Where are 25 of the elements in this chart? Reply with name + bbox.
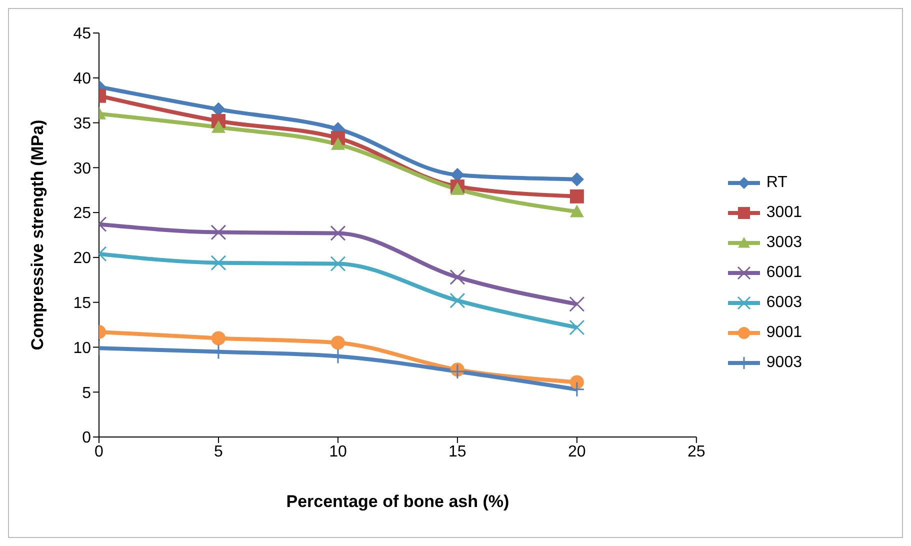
x-tick-label: 10 [329, 443, 347, 460]
x-tick-label: 15 [448, 443, 466, 460]
y-tick-label: 15 [73, 295, 92, 312]
legend-label: 6003 [766, 294, 802, 312]
legend-label: 6001 [766, 264, 802, 282]
legend-label: 9003 [766, 354, 802, 372]
y-tick-label: 10 [73, 340, 92, 357]
legend-label: RT [766, 174, 788, 192]
y-tick-label: 35 [73, 115, 92, 132]
x-tick-label: 20 [568, 443, 586, 460]
x-tick-label: 5 [214, 443, 224, 460]
legend-label: 3003 [766, 234, 802, 252]
y-tick-label: 45 [73, 26, 92, 43]
y-axis-title: Compressive strength (MPa) [28, 120, 48, 350]
x-axis-title: Percentage of bone ash (%) [286, 492, 510, 511]
y-tick-label: 25 [73, 205, 92, 222]
legend-label: 3001 [766, 204, 802, 222]
x-tick-label: 25 [688, 443, 706, 460]
y-tick-label: 40 [73, 70, 92, 88]
y-tick-label: 5 [82, 384, 92, 402]
x-tick-label: 0 [94, 443, 104, 460]
legend-label: 9001 [766, 324, 802, 342]
y-tick-label: 30 [73, 160, 92, 178]
y-tick-label: 0 [82, 430, 92, 447]
y-tick-label: 20 [73, 250, 92, 268]
